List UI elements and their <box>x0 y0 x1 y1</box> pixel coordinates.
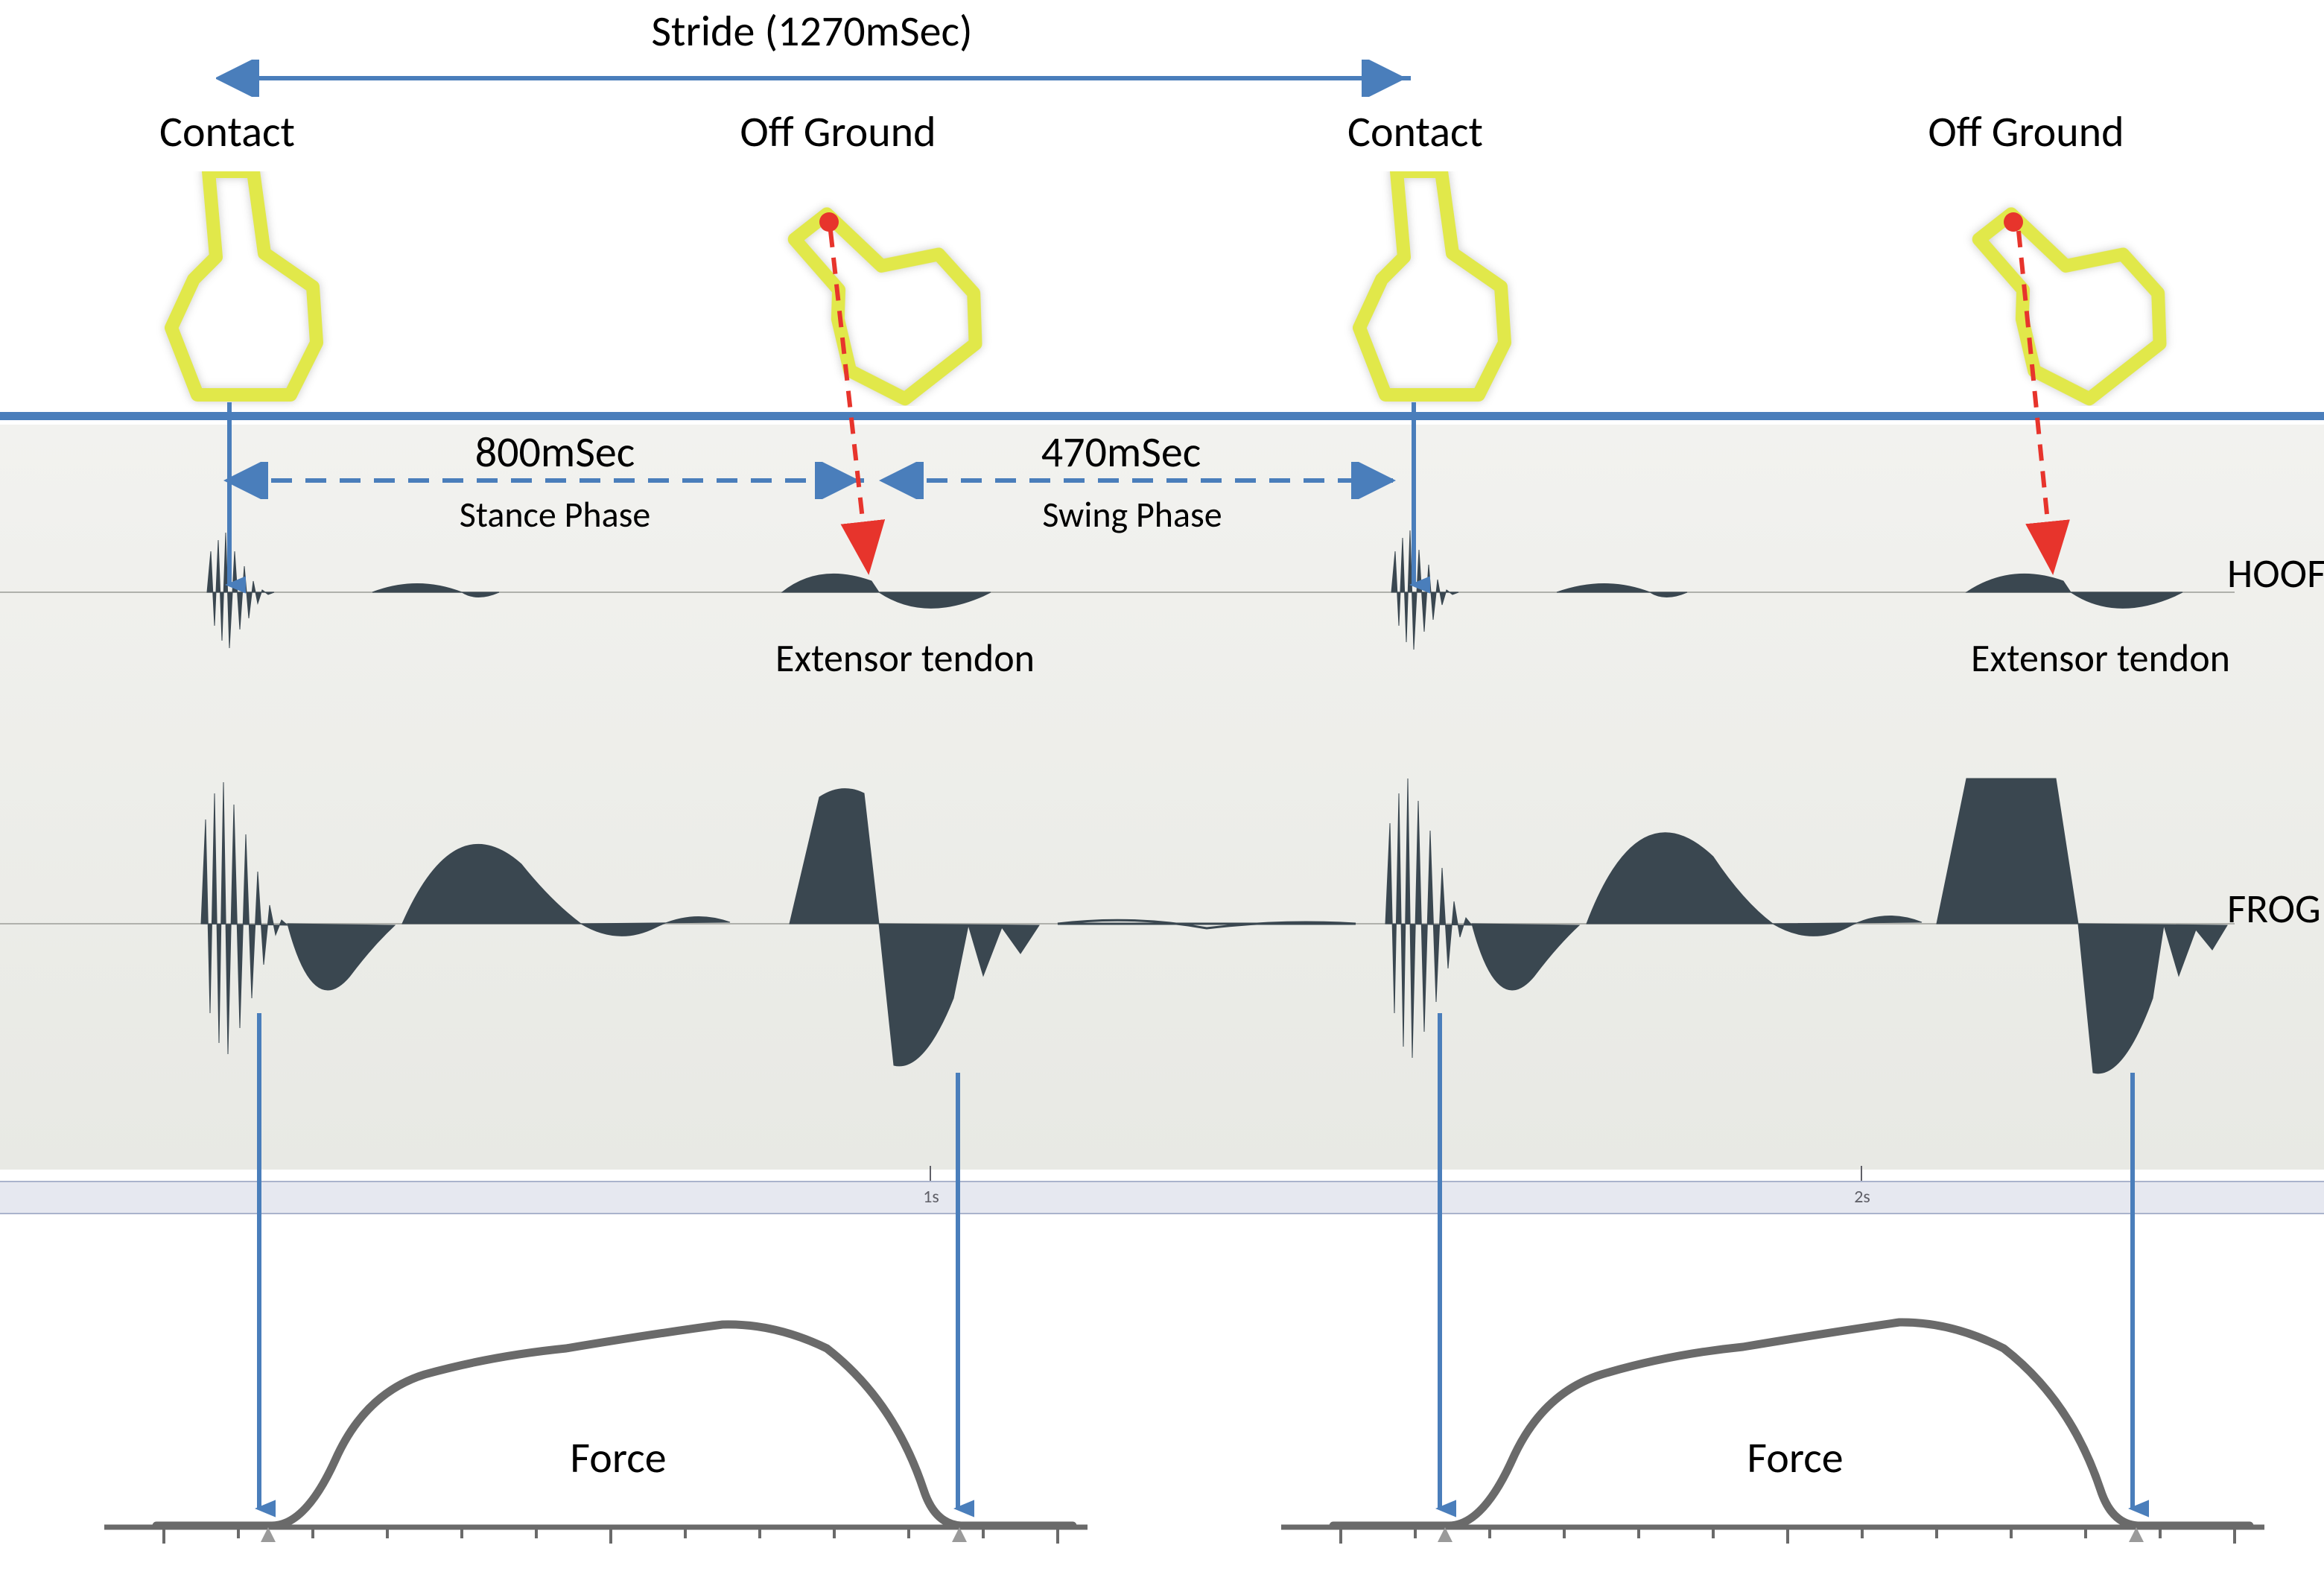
frog-channel-label: FROG <box>2227 887 2321 932</box>
stance-phase-label: Stance Phase <box>460 495 650 535</box>
swing-duration-label: 470mSec <box>1041 428 1201 476</box>
stride-title-label: Stride (1270mSec) <box>651 7 972 55</box>
extensor-marker-1 <box>819 212 839 232</box>
hoof-pictogram-contact-2 <box>1330 171 1523 417</box>
hoof-baseline <box>0 591 2235 593</box>
gait-figure: Stride (1270mSec) Contact Off Ground Con… <box>0 0 2324 1589</box>
stance-duration-label: 800mSec <box>475 428 635 476</box>
hoof-channel-label: HOOF <box>2227 551 2324 597</box>
hoof-pictogram-off-1 <box>760 168 998 406</box>
force-label-2: Force <box>1747 1434 1843 1482</box>
hoof-pictogram-contact-1 <box>142 171 335 417</box>
offground-label-1: Off Ground <box>740 108 936 156</box>
contact-label-2: Contact <box>1347 108 1483 156</box>
time-axis-bar <box>0 1181 2324 1214</box>
extensor-marker-2 <box>2004 212 2023 232</box>
waveform-panel <box>0 425 2324 1170</box>
ground-line <box>0 412 2324 420</box>
force-label-1: Force <box>570 1434 666 1482</box>
time-tick-label-2s: 2s <box>1854 1186 1870 1208</box>
force-curve-1 <box>104 1266 1095 1572</box>
stride-arrow <box>216 60 1423 97</box>
contact-label-1: Contact <box>159 108 295 156</box>
time-tick-label-1s: 1s <box>923 1186 939 1208</box>
extensor-label-1: Extensor tendon <box>775 637 1035 679</box>
extensor-label-2: Extensor tendon <box>1971 637 2230 679</box>
swing-phase-label: Swing Phase <box>1042 495 1222 535</box>
time-tick-1s <box>930 1166 931 1181</box>
offground-label-2: Off Ground <box>1928 108 2124 156</box>
frog-baseline <box>0 923 2235 924</box>
force-curve-2 <box>1281 1266 2272 1572</box>
time-tick-2s <box>1861 1166 1862 1181</box>
hoof-pictogram-off-2 <box>1944 168 2182 406</box>
